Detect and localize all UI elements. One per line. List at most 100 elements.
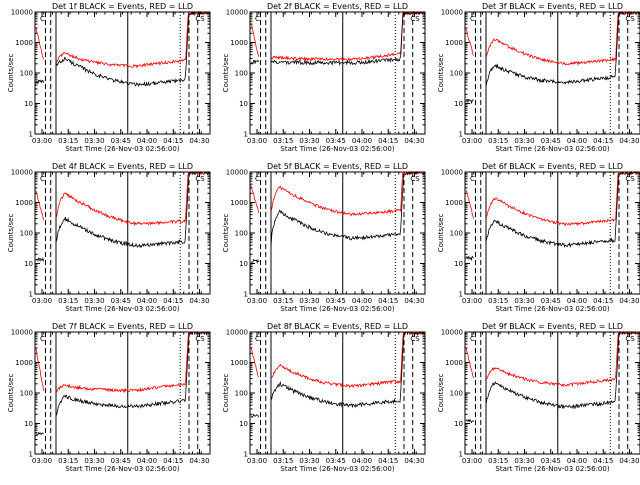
events-series-line (465, 170, 640, 262)
lld-series-line (465, 10, 640, 66)
x-tick-label: 03:15 (273, 297, 293, 305)
annotation-label: CS (625, 335, 635, 343)
x-tick-label: 04:30 (189, 137, 209, 145)
x-tick-label: 04:30 (404, 297, 424, 305)
panel-1: Det 1f BLACK = Events, RED = LLD 1 10 100 10… (7, 2, 211, 153)
plot-frame (34, 11, 211, 135)
y-tick-label: 100 (20, 390, 33, 398)
plot-frame (464, 331, 640, 455)
annotation-label: C (255, 15, 260, 23)
y-tick-label: 10000 (11, 169, 33, 177)
y-tick-label: 1000 (15, 359, 33, 367)
y-tick-label: 1000 (230, 359, 248, 367)
annotation-label: C (255, 175, 260, 183)
y-tick-label: 1 (244, 131, 248, 139)
lld-series-line (250, 10, 425, 62)
x-tick-label: 04:30 (619, 457, 639, 465)
panel-3: Det 3f BLACK = Events, RED = LLD 1 10 100 10… (437, 2, 640, 153)
chart-title: Det 6f BLACK = Events, RED = LLD (482, 162, 623, 171)
x-tick-label: 03:15 (488, 137, 508, 145)
plot-frame (34, 171, 211, 295)
y-tick-label: 1000 (445, 39, 463, 47)
x-tick-label: 03:45 (541, 297, 561, 305)
x-tick-label: 03:00 (462, 297, 482, 305)
x-tick-label: 03:30 (84, 137, 104, 145)
y-axis-label: Counts/sec (7, 214, 15, 253)
x-tick-label: 03:30 (299, 137, 319, 145)
y-tick-label: 10000 (226, 329, 248, 337)
lld-series-line (250, 331, 425, 389)
x-tick-label: 03:15 (488, 457, 508, 465)
x-tick-label: 03:30 (514, 137, 534, 145)
x-tick-label: 04:00 (137, 457, 157, 465)
x-tick-label: 04:15 (378, 457, 398, 465)
x-tick-label: 04:00 (352, 457, 372, 465)
x-tick-label: 03:15 (488, 297, 508, 305)
annotation-label: CS (410, 15, 420, 23)
x-tick-label: 04:15 (163, 137, 183, 145)
x-tick-label: 04:15 (378, 137, 398, 145)
y-axis-label: Counts/sec (437, 374, 445, 413)
y-axis-label: Counts/sec (222, 374, 230, 413)
x-axis-label: Start Time (26-Nov-03 02:56:00) (65, 305, 179, 313)
annotation-label: CS (625, 15, 635, 23)
y-tick-label: 1000 (445, 199, 463, 207)
lld-series-line (35, 331, 210, 394)
annotation-label: CS (195, 15, 205, 23)
y-axis-label: Counts/sec (222, 54, 230, 93)
events-series-line (250, 171, 425, 264)
chart-title: Det 4f BLACK = Events, RED = LLD (52, 162, 193, 171)
x-tick-label: 03:15 (58, 457, 78, 465)
y-axis-label: Counts/sec (7, 374, 15, 413)
events-series-line (35, 170, 210, 262)
annotation-label: C (40, 335, 45, 343)
events-series-line (465, 331, 640, 424)
y-tick-label: 10 (24, 260, 33, 268)
y-tick-label: 10000 (11, 329, 33, 337)
x-tick-label: 03:30 (514, 457, 534, 465)
y-tick-label: 10 (24, 100, 33, 108)
y-tick-label: 100 (450, 390, 463, 398)
y-tick-label: 1 (459, 451, 463, 459)
x-tick-label: 03:00 (462, 137, 482, 145)
x-tick-label: 03:15 (58, 137, 78, 145)
x-tick-label: 04:30 (619, 137, 639, 145)
x-axis-label: Start Time (26-Nov-03 02:56:00) (65, 465, 179, 473)
y-tick-label: 10 (239, 100, 248, 108)
y-tick-label: 100 (235, 230, 248, 238)
x-tick-label: 04:30 (189, 457, 209, 465)
annotation-label: CS (195, 175, 205, 183)
lld-series-line (465, 331, 640, 388)
annotation-label: C (470, 175, 475, 183)
x-tick-label: 04:15 (593, 457, 613, 465)
events-series-line (465, 11, 640, 105)
y-tick-label: 10 (454, 100, 463, 108)
y-tick-label: 10000 (226, 169, 248, 177)
y-tick-label: 10000 (441, 169, 463, 177)
x-tick-label: 03:45 (111, 297, 131, 305)
x-tick-label: 03:15 (58, 297, 78, 305)
y-tick-label: 1 (459, 131, 463, 139)
x-tick-label: 04:00 (567, 137, 587, 145)
lld-series-line (250, 171, 425, 217)
y-tick-label: 100 (20, 230, 33, 238)
plot-frame (34, 331, 211, 455)
y-tick-label: 100 (450, 70, 463, 78)
x-tick-label: 03:45 (326, 137, 346, 145)
y-tick-label: 10000 (226, 9, 248, 17)
events-series-line (35, 330, 210, 436)
annotation-label: C (40, 175, 45, 183)
y-tick-label: 10 (454, 420, 463, 428)
y-tick-label: 10000 (441, 329, 463, 337)
lld-series-line (465, 170, 640, 227)
x-tick-label: 04:30 (189, 297, 209, 305)
y-axis-label: Counts/sec (222, 214, 230, 253)
x-tick-label: 04:00 (567, 297, 587, 305)
y-tick-label: 10 (454, 260, 463, 268)
x-tick-label: 03:45 (326, 297, 346, 305)
x-tick-label: 04:15 (378, 297, 398, 305)
x-tick-label: 04:30 (404, 457, 424, 465)
lld-series-line (35, 170, 210, 227)
x-axis-label: Start Time (26-Nov-03 02:56:00) (495, 145, 609, 153)
